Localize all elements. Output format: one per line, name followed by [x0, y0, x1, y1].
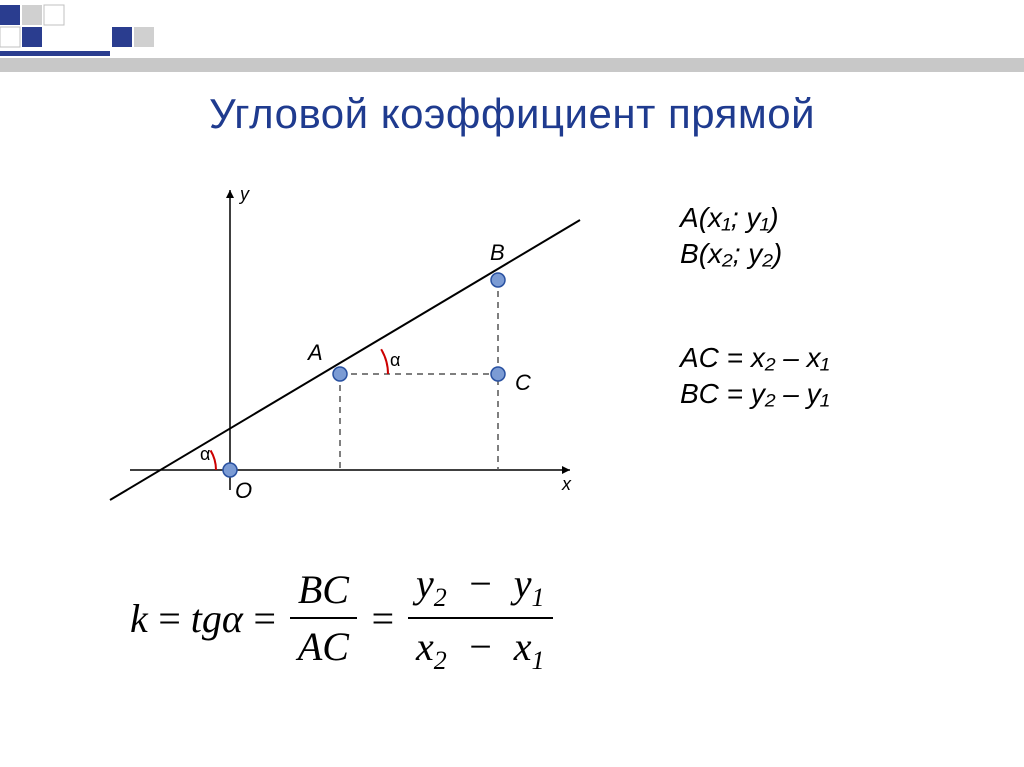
formula-fraction-xy: y2 − y1 x2 − x1 — [408, 560, 553, 676]
svg-text:C: C — [515, 370, 531, 395]
svg-text:A: A — [306, 340, 323, 365]
svg-text:x: x — [561, 474, 572, 494]
formula-tg: tgα — [191, 595, 243, 642]
formula-fraction-bc-ac: BC AC — [290, 566, 357, 670]
corner-decoration — [0, 0, 1024, 75]
segment-ac-def: AC = x₂ – x₁ — [680, 340, 829, 376]
svg-text:O: O — [235, 478, 252, 503]
segment-definitions: AC = x₂ – x₁ BC = y₂ – y₁ — [680, 340, 829, 413]
svg-text:y: y — [238, 184, 250, 204]
segment-bc-def: BC = y₂ – y₁ — [680, 376, 829, 412]
slope-formula: k = tgα = BC AC = y2 − y1 x2 − x1 — [130, 560, 557, 676]
svg-text:B: B — [490, 240, 505, 265]
slope-diagram: α α O A B Cy x — [100, 180, 600, 530]
svg-text:α: α — [200, 444, 210, 464]
formula-lhs: k — [130, 595, 148, 642]
point-a-def: A(x₁; y₁) — [680, 200, 782, 236]
point-definitions: A(x₁; y₁) B(x₂; y₂) — [680, 200, 782, 273]
point-b-def: B(x₂; y₂) — [680, 236, 782, 272]
svg-text:α: α — [390, 350, 400, 370]
